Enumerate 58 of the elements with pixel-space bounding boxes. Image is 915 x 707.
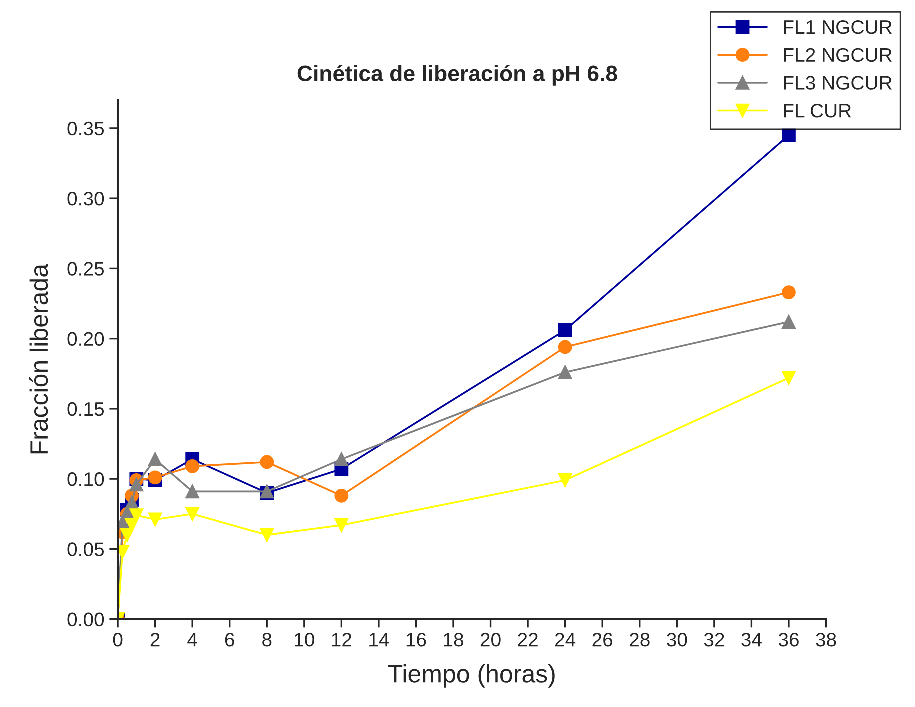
point xyxy=(782,128,796,142)
point xyxy=(148,470,162,485)
x-tick-label: 16 xyxy=(406,633,426,647)
x-tick-label: 34 xyxy=(742,633,762,647)
x-tick-label: 0 xyxy=(113,633,123,647)
legend-label: FL CUR xyxy=(784,104,852,118)
x-tick-label: 24 xyxy=(555,633,576,647)
x-tick-label: 38 xyxy=(816,633,836,647)
legend-label: FL3 NGCUR xyxy=(784,76,892,90)
point xyxy=(186,507,200,522)
point xyxy=(125,496,139,510)
x-tick-label: 14 xyxy=(370,633,390,647)
y-tick-label: 0.15 xyxy=(68,402,104,416)
x-tick-label: 28 xyxy=(630,633,650,647)
y-tick-label: 0.00 xyxy=(68,612,104,627)
point xyxy=(334,488,349,503)
legend-label: FL2 NGCUR xyxy=(784,48,892,62)
point xyxy=(334,518,349,532)
point xyxy=(186,484,200,499)
point xyxy=(558,323,572,338)
x-tick-label: 36 xyxy=(778,633,799,647)
x-tick-label: 32 xyxy=(704,633,724,647)
y-axis-title: Fracción liberada xyxy=(30,264,48,454)
point xyxy=(120,528,134,542)
point xyxy=(558,340,572,354)
y-tick-label: 0.05 xyxy=(68,542,104,556)
point xyxy=(782,371,796,386)
x-tick-label: 6 xyxy=(225,633,234,647)
point xyxy=(782,315,796,329)
x-tick-label: 26 xyxy=(592,633,613,647)
x-tick-label: 10 xyxy=(295,633,314,647)
point xyxy=(130,478,144,492)
x-tick-label: 2 xyxy=(150,633,160,647)
point xyxy=(148,512,162,527)
x-tick-label: 12 xyxy=(332,633,352,647)
y-tick-label: 0.30 xyxy=(68,192,104,206)
point xyxy=(260,455,274,470)
x-tick-label: 30 xyxy=(667,633,688,647)
chart-title: Cinética de liberación a pH 6.8 xyxy=(298,65,618,86)
point xyxy=(148,452,162,466)
y-tick-label: 0.25 xyxy=(68,262,104,276)
point xyxy=(782,286,796,300)
point xyxy=(186,460,200,474)
x-axis-title: Tiempo (horas) xyxy=(388,664,555,688)
point xyxy=(334,452,349,466)
x-tick-label: 18 xyxy=(444,633,464,647)
y-tick-label: 0.20 xyxy=(68,332,104,346)
x-tick-label: 20 xyxy=(480,633,501,647)
x-tick-label: 4 xyxy=(188,633,198,647)
legend-label: FL1 NGCUR xyxy=(784,20,892,34)
point xyxy=(558,366,572,380)
point xyxy=(130,508,144,522)
y-tick-label: 0.35 xyxy=(68,122,104,136)
y-tick-label: 0.10 xyxy=(68,472,104,486)
point xyxy=(260,528,274,542)
x-tick-label: 22 xyxy=(518,633,538,647)
x-tick-label: 8 xyxy=(262,633,272,647)
point xyxy=(558,474,572,488)
